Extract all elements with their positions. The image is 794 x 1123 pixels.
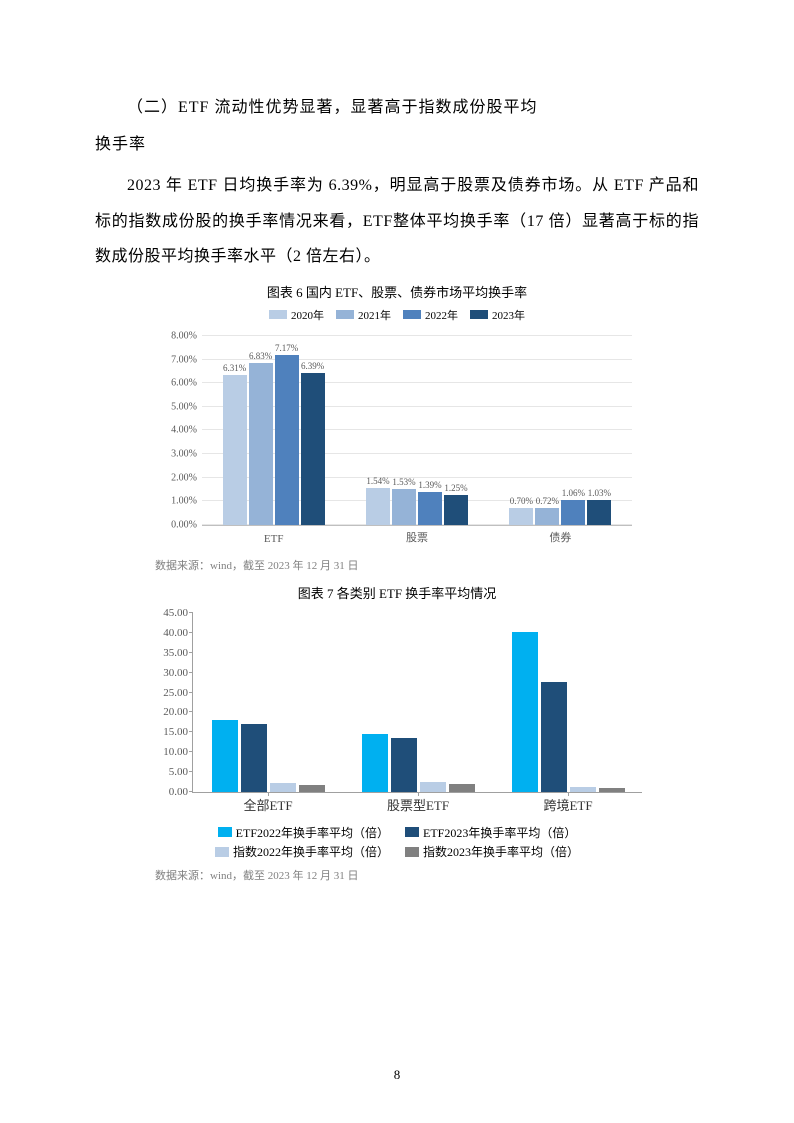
page-number: 8	[0, 1067, 794, 1083]
chart6: 0.00%1.00%2.00%3.00%4.00%5.00%6.00%7.00%…	[152, 331, 642, 551]
chart6-bar-label: 1.06%	[562, 488, 585, 498]
chart6-bar	[223, 375, 247, 525]
chart6-bar	[535, 508, 559, 525]
chart7: 0.005.0010.0015.0020.0025.0030.0035.0040…	[137, 608, 657, 818]
chart7-bar	[420, 782, 446, 792]
chart6-bar	[418, 492, 442, 525]
chart6-legend: 2020年 2021年 2022年 2023年	[95, 307, 699, 323]
chart6-legend-item: 2023年	[470, 307, 525, 323]
chart6-bar-label: 1.03%	[588, 488, 611, 498]
chart6-bar-label: 1.39%	[418, 480, 441, 490]
chart7-bar	[449, 784, 475, 792]
chart6-bar	[509, 508, 533, 525]
chart6-bar	[366, 488, 390, 525]
chart6-legend-item: 2020年	[269, 307, 324, 323]
chart6-bar-label: 1.25%	[444, 483, 467, 493]
section-heading-line2: 换手率	[95, 127, 699, 162]
chart7-xlabel: 全部ETF	[243, 795, 292, 814]
chart6-source: 数据来源：wind，截至 2023 年 12 月 31 日	[155, 557, 699, 573]
chart6-bar	[249, 363, 273, 525]
chart7-bar	[362, 734, 388, 792]
chart6-legend-item: 2022年	[403, 307, 458, 323]
chart7-legend-item: ETF2023年换手率平均（倍）	[405, 824, 576, 841]
chart6-bar	[392, 489, 416, 525]
chart7-title: 图表 7 各类别 ETF 换手率平均情况	[95, 583, 699, 602]
chart6-xlabel: ETF	[264, 533, 284, 545]
chart7-bar	[299, 785, 325, 792]
chart6-bar	[444, 495, 468, 525]
chart7-bar	[241, 724, 267, 792]
chart7-bar	[212, 720, 238, 792]
chart7-bar	[270, 783, 296, 792]
chart6-bar	[587, 500, 611, 524]
chart6-bar-label: 6.39%	[301, 361, 324, 371]
chart7-bar	[512, 632, 538, 792]
chart7-legend-item: 指数2023年换手率平均（倍）	[405, 843, 579, 860]
chart6-legend-item: 2021年	[336, 307, 391, 323]
chart6-bar-label: 0.72%	[536, 496, 559, 506]
chart7-bar	[541, 682, 567, 792]
chart6-xlabel: 股票	[406, 529, 428, 545]
chart7-legend-item: ETF2022年换手率平均（倍）	[218, 824, 389, 841]
chart7-source: 数据来源：wind，截至 2023 年 12 月 31 日	[155, 867, 699, 883]
chart6-bar-label: 7.17%	[275, 343, 298, 353]
chart6-bar-label: 0.70%	[510, 496, 533, 506]
chart6-xlabel: 债券	[549, 529, 571, 545]
chart7-xlabel: 股票型ETF	[387, 795, 449, 814]
chart7-bar	[599, 788, 625, 792]
chart6-bar	[275, 355, 299, 525]
section-heading-line1: （二）ETF 流动性优势显著，显著高于指数成份股平均	[95, 90, 699, 125]
chart7-legend: ETF2022年换手率平均（倍） ETF2023年换手率平均（倍） 指数2022年换…	[137, 824, 657, 861]
body-paragraph: 2023 年 ETF 日均换手率为 6.39%，明显高于股票及债券市场。从 ET…	[95, 168, 699, 274]
chart6-bar	[301, 373, 325, 525]
chart6-bar-label: 6.83%	[249, 351, 272, 361]
chart7-legend-item: 指数2022年换手率平均（倍）	[215, 843, 389, 860]
chart6-bar-label: 6.31%	[223, 363, 246, 373]
chart7-bar	[391, 738, 417, 792]
chart7-xlabel: 跨境ETF	[543, 795, 592, 814]
chart7-bar	[570, 787, 596, 792]
chart6-bar	[561, 500, 585, 525]
chart6-bar-label: 1.54%	[366, 476, 389, 486]
chart6-bar-label: 1.53%	[392, 477, 415, 487]
chart6-title: 图表 6 国内 ETF、股票、债券市场平均换手率	[95, 282, 699, 301]
